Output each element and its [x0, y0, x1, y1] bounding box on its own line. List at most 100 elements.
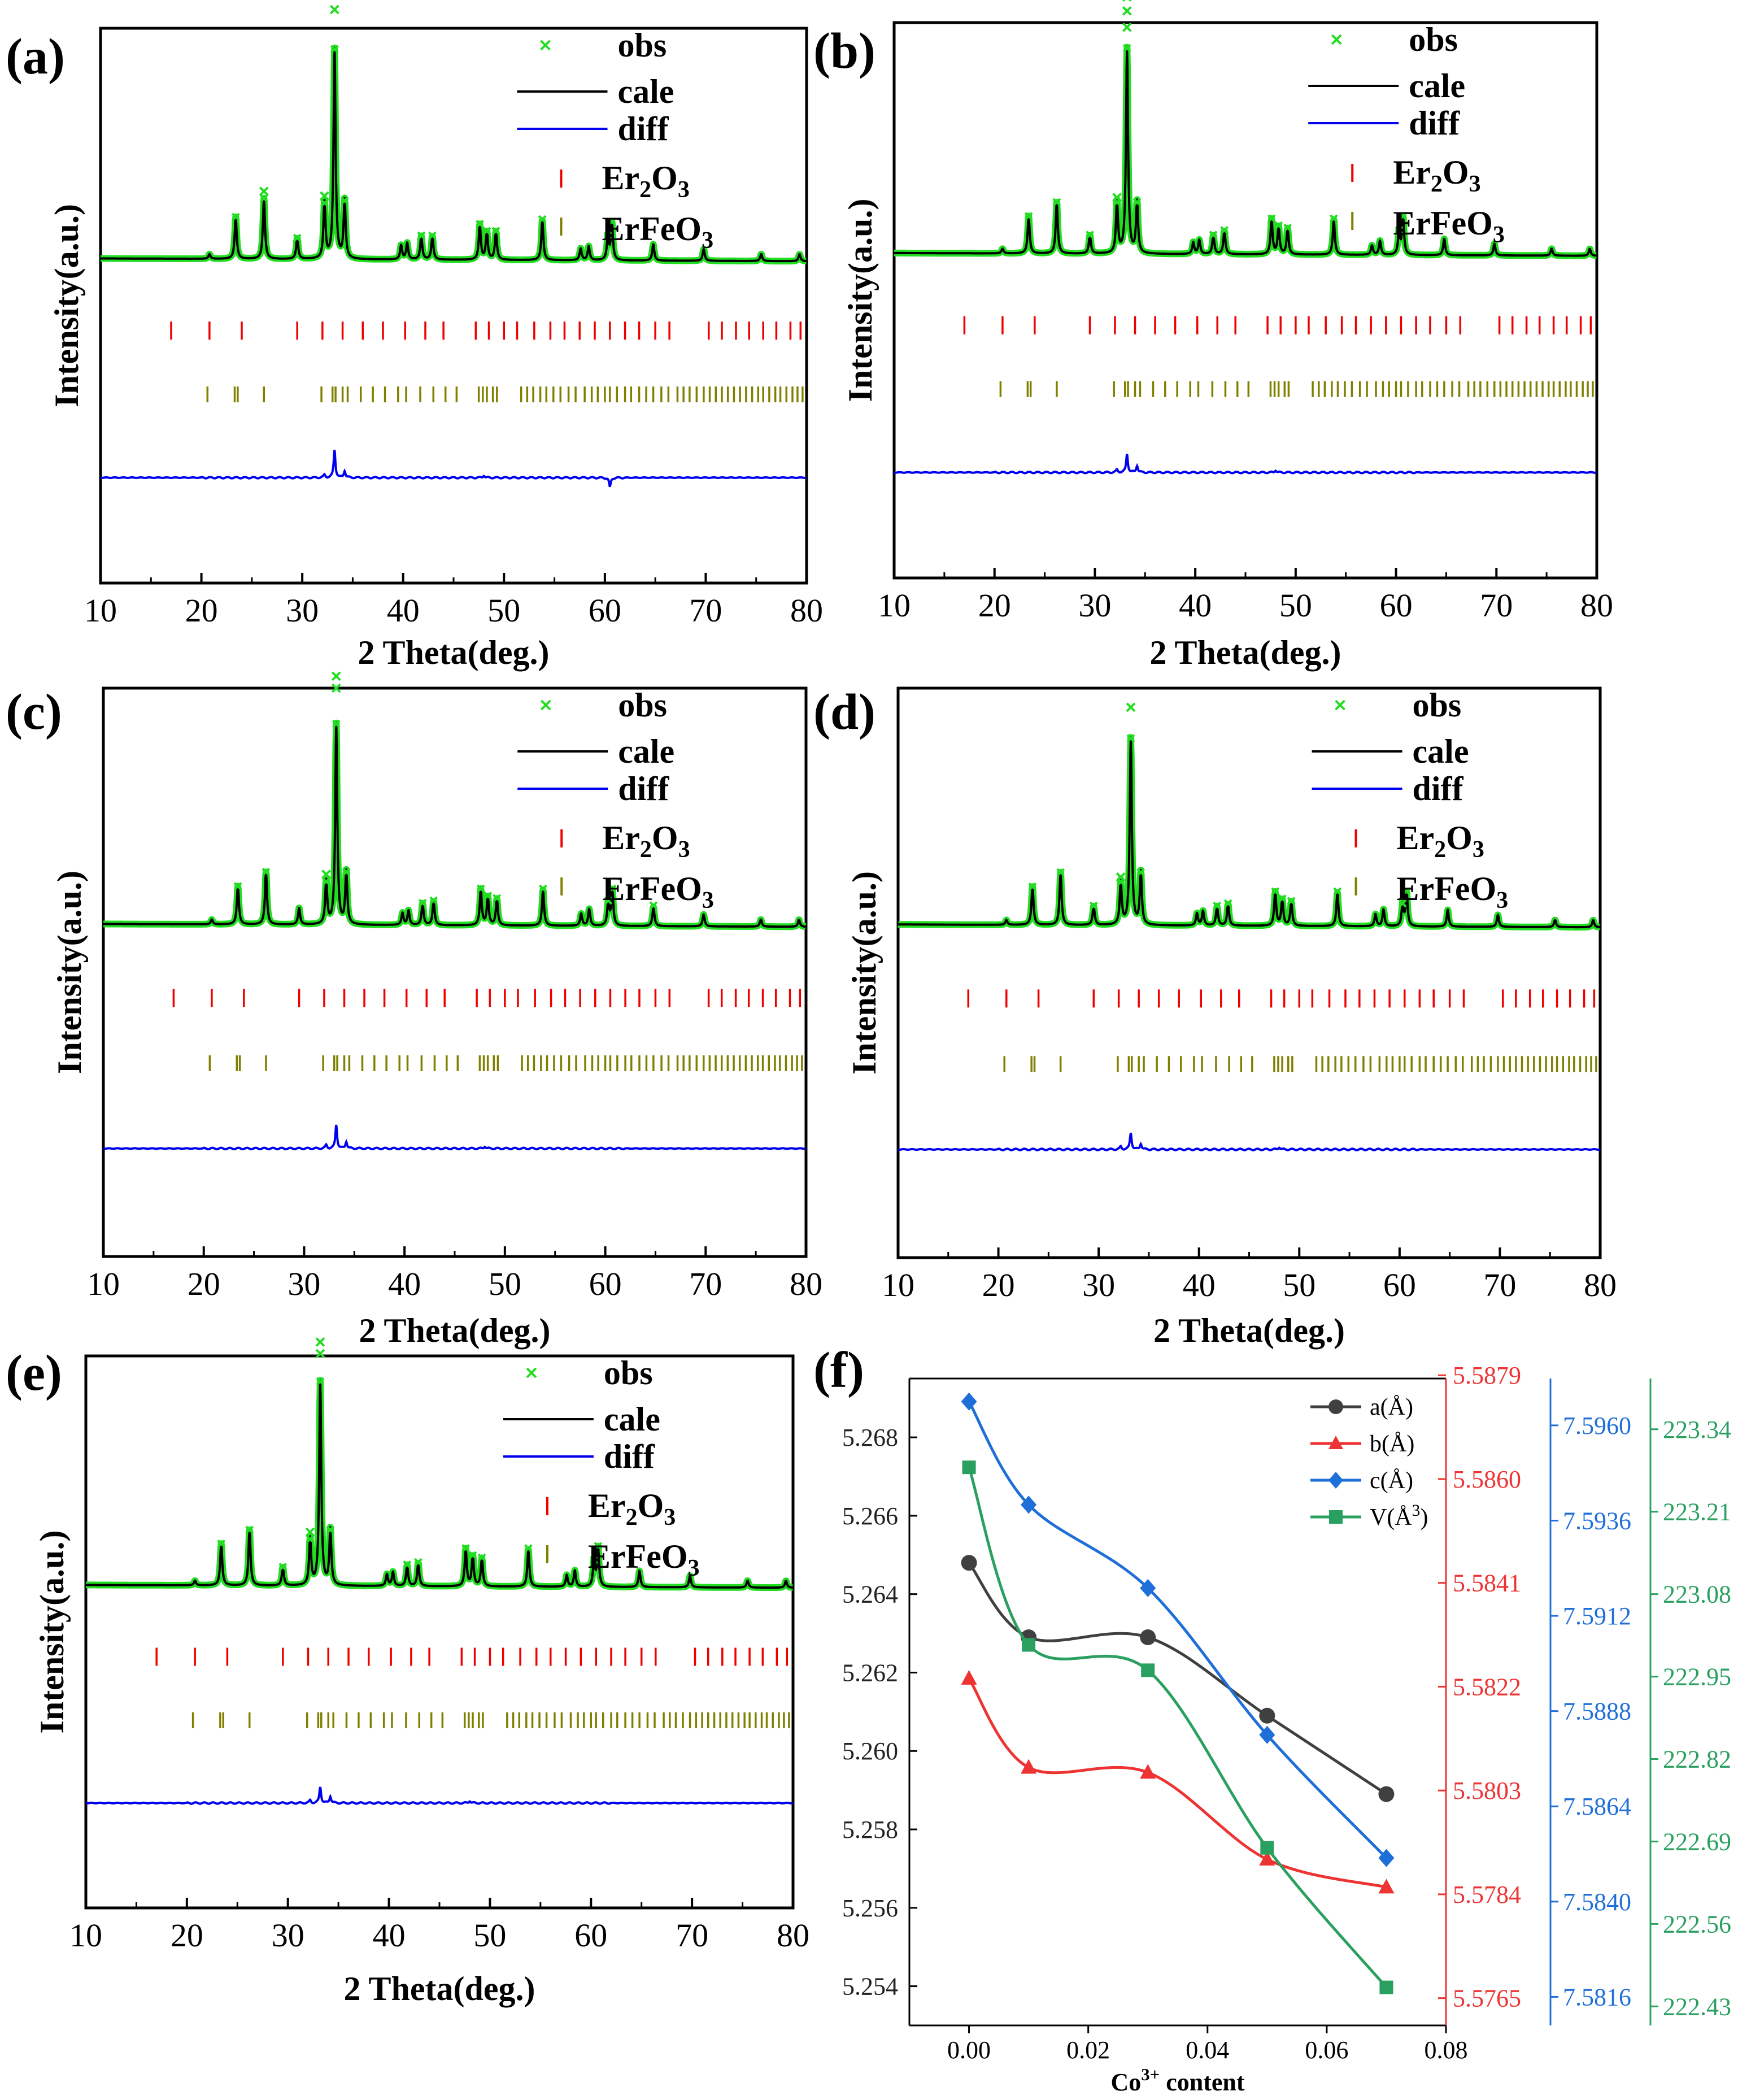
x-tick-label: 80: [790, 1266, 822, 1302]
b-tick-label: 5.5879: [1453, 1362, 1521, 1389]
b-tick-label: 5.5860: [1453, 1466, 1521, 1493]
panel-label: (f): [813, 1342, 864, 1398]
obs-marker-stroke: [1399, 212, 1408, 221]
point-V: [962, 1460, 976, 1475]
x-tick-label: 10: [878, 587, 911, 624]
obs-marker-stroke: [259, 186, 269, 197]
point-V: [1260, 1841, 1274, 1855]
panel-label: (b): [813, 23, 875, 79]
x-tick-label: 10: [69, 1917, 102, 1954]
legend-erfeo3-label: ErFeO3: [602, 870, 714, 914]
obs-marker: [233, 882, 242, 891]
obs-marker: [1213, 901, 1222, 910]
cale-series: [102, 721, 807, 928]
obs-marker-stroke: [293, 233, 302, 242]
point-a: [1259, 1707, 1275, 1724]
series-line-a: [968, 1562, 1387, 1795]
obs-marker: [1274, 221, 1283, 230]
obs-marker-stroke: [603, 231, 612, 240]
legend-er2o3-label: Er2O3: [1397, 819, 1484, 863]
obs-marker: [482, 227, 491, 236]
x-tick-label: 70: [689, 592, 722, 629]
x-tick-label: 50: [1279, 587, 1312, 624]
obs-marker-stroke: [1126, 734, 1135, 743]
obs-marker: [1122, 22, 1132, 32]
obs-marker-stroke: [1122, 22, 1132, 32]
obs-marker-stroke: [305, 1527, 315, 1537]
obs-marker-stroke: [1056, 868, 1065, 877]
obs-marker: [315, 1337, 325, 1347]
obs-marker-stroke: [315, 1337, 325, 1347]
obs-marker-stroke: [1274, 221, 1283, 230]
obs-marker-stroke: [482, 227, 491, 236]
x-tick-label: 10: [882, 1267, 914, 1303]
legend-marker-b: [1328, 1436, 1343, 1449]
plot-frame: [896, 686, 1602, 1259]
cale-series: [99, 46, 807, 263]
obs-marker-stroke: [403, 1560, 412, 1569]
obs-marker-stroke: [414, 1558, 422, 1567]
x-tick-label: 80: [1584, 1267, 1617, 1303]
obs-marker-stroke: [491, 227, 500, 236]
b-tick-label: 5.5841: [1453, 1569, 1521, 1597]
plot-frame: [892, 21, 1598, 580]
series-line-V: [968, 1467, 1388, 1989]
obs-marker-stroke: [321, 869, 331, 879]
obs-marker-stroke: [342, 867, 351, 876]
x-axis-title: 2 Theta(deg.): [359, 1312, 551, 1349]
panel-label: (e): [6, 1345, 62, 1401]
legend-diff-label: diff: [1409, 105, 1460, 142]
obs-marker-stroke: [524, 1544, 533, 1553]
x-tick-label: 60: [574, 1917, 607, 1954]
obs-marker: [315, 1349, 325, 1359]
x-tick-label: 10: [87, 1266, 120, 1302]
x-axis-title: 2 Theta(deg.): [1150, 634, 1341, 671]
obs-marker-stroke: [1116, 877, 1125, 886]
series-line-b: [968, 1677, 1387, 1889]
obs-marker-stroke: [1271, 887, 1280, 896]
x-tick-label: 0.02: [1066, 2036, 1110, 2064]
v-tick-label: 222.56: [1663, 1910, 1731, 1938]
x-tick-label: 50: [1283, 1267, 1316, 1303]
obs-marker: [321, 869, 331, 879]
legend-cale-label: cale: [1413, 733, 1469, 770]
obs-marker: [1113, 198, 1121, 207]
a-tick-label: 5.262: [842, 1659, 898, 1686]
y-axis-title: Intensity(a.u.): [33, 1530, 71, 1733]
x-tick-label: 60: [589, 592, 621, 629]
obs-marker: [1122, 6, 1132, 16]
y-axis-title: Intensity(a.u.): [48, 204, 85, 407]
obs-marker: [538, 215, 547, 224]
obs-marker-stroke: [1024, 212, 1033, 221]
a-tick-label: 5.264: [842, 1581, 898, 1608]
x-tick-label: 70: [1483, 1267, 1516, 1303]
obs-marker-stroke: [1122, 6, 1132, 16]
obs-marker: [417, 231, 426, 240]
obs-marker-stroke: [538, 215, 547, 224]
obs-marker-stroke: [1122, 44, 1131, 53]
obs-marker-stroke: [1223, 899, 1232, 908]
a-tick-label: 5.254: [842, 1973, 898, 2001]
point-c: [961, 1392, 977, 1411]
x-tick-label: 20: [185, 592, 218, 629]
legend-obs-label: obs: [618, 686, 667, 724]
x-tick-label: 0.00: [947, 2036, 991, 2064]
legend-obs-label: obs: [1413, 686, 1462, 724]
x-tick-label: 70: [689, 1266, 722, 1302]
point-b: [1378, 1879, 1395, 1894]
x-tick-label: 60: [1383, 1267, 1416, 1303]
obs-marker: [1267, 214, 1276, 223]
obs-marker: [476, 220, 484, 228]
legend-obs-symbol: [526, 1367, 537, 1379]
series-c: [961, 1392, 1395, 1867]
legend-label-V: V(Å3): [1370, 1502, 1428, 1531]
legend-diff-label: diff: [618, 770, 669, 807]
obs-marker: [607, 217, 616, 226]
x-tick-label: 40: [373, 1917, 406, 1954]
obs-marker-stroke: [1089, 901, 1098, 910]
v-tick-label: 223.21: [1663, 1498, 1731, 1526]
obs-marker: [1132, 198, 1142, 207]
obs-marker-stroke: [649, 901, 658, 910]
